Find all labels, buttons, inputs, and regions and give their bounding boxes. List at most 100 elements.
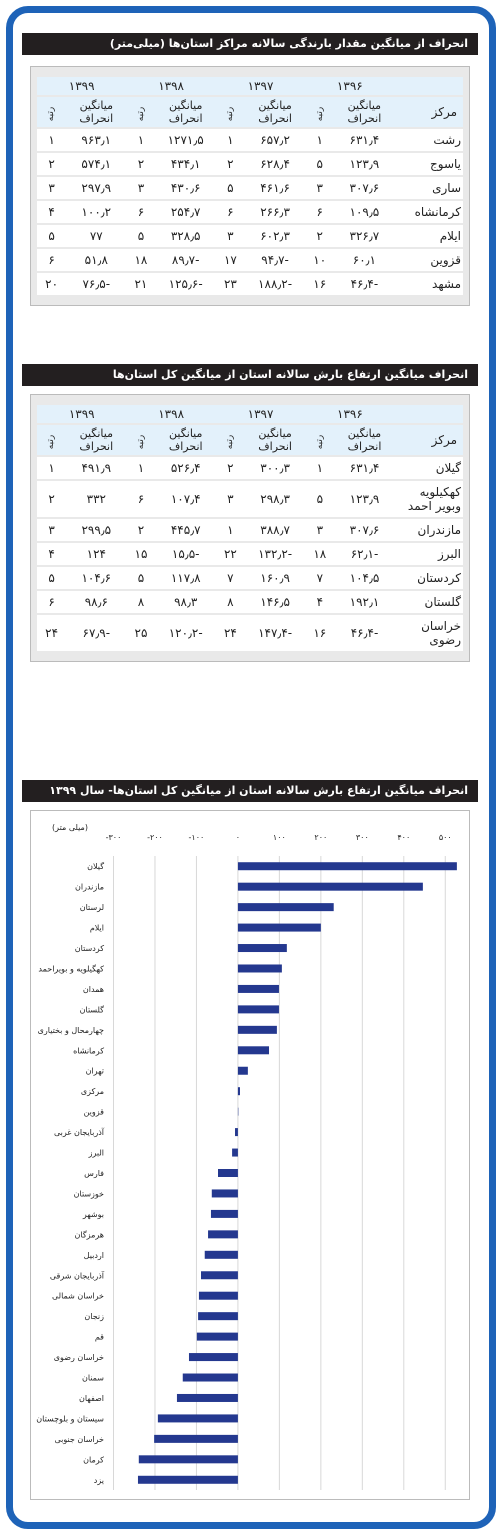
cell: ۳۰۷٫۶ [334,177,395,199]
x-tick-label: -۱۰۰ [189,833,205,842]
year-header: ۱۳۹۸ [126,77,216,95]
bar [196,1332,238,1341]
cell: ۱۶ [305,615,335,651]
row: مازندران ۳۰۷٫۶ ۳ ۳۸۸٫۷ ۱ ۴۴۵٫۷ ۲ ۲۹۹٫۵ ۳ [37,519,463,541]
cell: ۱ [305,129,335,151]
table-title: انحراف از میانگین مقدار بارندگی سالانه م… [22,33,478,55]
bar [201,1271,238,1280]
y-tick-label: فارس [84,1169,104,1178]
axis-label: (میلی متر) [52,823,88,832]
cell: ۵ [126,225,156,247]
year-header: ۱۳۹۶ [305,405,395,423]
cell: ۱۵ [126,543,156,565]
cell: ۱۸ [305,543,335,565]
sub-header: رتبه [126,425,156,455]
cell: ۶۰٫۱ [334,249,395,271]
bar [138,1455,238,1464]
cell: -۱۵٫۵ [155,543,216,565]
cell: ۴۳۰٫۶ [155,177,216,199]
bar [237,903,334,912]
year-header: ۱۳۹۹ [37,77,127,95]
header-cell: مرکز [394,425,463,455]
cell: ۱ [126,129,156,151]
cell: ۱۱۷٫۸ [155,567,216,589]
header-cell [394,405,463,423]
y-tick-label: مازندران [75,883,104,892]
cell: ۴ [305,591,335,613]
y-tick-label: قزوین [84,1108,105,1117]
y-tick-label: سیستان و بلوچستان [36,1414,104,1423]
cell: ۲ [126,153,156,175]
cell: ۲۴ [37,615,67,651]
cell: ۱۰۹٫۵ [334,201,395,223]
bar [237,882,423,891]
cell: ۲۴ [215,615,245,651]
bar [237,984,279,993]
cell: ۱۲۷۱٫۵ [155,129,216,151]
bar [237,1046,270,1055]
cell: ۳۸۸٫۷ [244,519,306,541]
y-tick-label: ایلام [90,924,104,933]
cell: ۲ [215,153,245,175]
cell: ۲ [37,153,67,175]
cell: ۶۵۷٫۲ [244,129,306,151]
cell: ۶ [37,591,67,613]
year-header: ۱۳۹۹ [37,405,127,423]
cell: -۸۹٫۷ [155,249,216,271]
cell: ۳۲۸٫۵ [155,225,216,247]
header-row: مرکز میانگین انحراف رتبه میانگین انحراف رتبه… [37,425,463,455]
cell: ۲۹۷٫۹ [66,177,127,199]
cell: کردستان [394,567,463,589]
row: البرز -۶۲٫۱ ۱۸ -۱۳۲٫۲ ۲۲ -۱۵٫۵ ۱۵ ۱۲۴ ۴ [37,543,463,565]
cell: مشهد [394,273,463,295]
rank-header: رتبه [225,434,236,450]
cell: ۶۲۸٫۴ [244,153,306,175]
cell: ۹۸٫۳ [155,591,216,613]
cell: ۷۷ [66,225,127,247]
cell: ۳ [126,177,156,199]
cell: ۲۵۴٫۷ [155,201,216,223]
y-tick-label: خوزستان [74,1189,104,1198]
cell: ۱۸ [126,249,156,271]
y-tick-label: خراسان جنوبی [54,1435,104,1444]
y-tick-label: سمنان [82,1374,104,1383]
cell: رشت [394,129,463,151]
sub-header: میانگین انحراف [244,97,306,127]
y-tick-label: همدان [83,985,104,994]
y-tick-label: هرمزگان [75,1229,104,1239]
row: ایلام ۳۲۶٫۷ ۲ ۶۰۲٫۳ ۳ ۳۲۸٫۵ ۵ ۷۷ ۵ [37,225,463,247]
y-tick-label: لرستان [80,903,104,912]
x-tick-label: ۳۰۰ [356,833,369,842]
cell: ۹۶۳٫۱ [66,129,127,151]
cell: ۱۲۳٫۹ [334,153,395,175]
cell: ۳۰۷٫۶ [334,519,395,541]
row: رشت ۶۳۱٫۴ ۱ ۶۵۷٫۲ ۱ ۱۲۷۱٫۵ ۱ ۹۶۳٫۱ ۱ [37,129,463,151]
y-tick-label: قم [95,1333,104,1342]
cell: ۷ [305,567,335,589]
bar [198,1312,238,1321]
x-tick-label: -۳۰۰ [106,833,122,842]
header-cell: مرکز [394,97,463,127]
cell: ۶ [37,249,67,271]
cell: ۵ [215,177,245,199]
rank-header: رتبه [46,434,57,450]
cell: ۱۲۳٫۹ [334,481,395,517]
cell: قزوین [394,249,463,271]
cell: ۱ [305,457,335,479]
y-tick-label: مرکزی [81,1087,104,1096]
row: قزوین ۶۰٫۱ ۱۰ -۹۴٫۷ ۱۷ -۸۹٫۷ ۱۸ ۵۱٫۸ ۶ [37,249,463,271]
sub-header: رتبه [126,97,156,127]
bar [210,1209,238,1218]
cell: ۲۰ [37,273,67,295]
cell: ۵ [305,153,335,175]
cell: ۹۸٫۶ [66,591,127,613]
cell: ۳۳۲ [66,481,127,517]
cell: -۶۷٫۹ [66,615,127,651]
y-tick-label: تهران [86,1067,104,1076]
cell: -۱۲۵٫۶ [155,273,216,295]
cell: گیلان [394,457,463,479]
y-tick-label: اردبیل [84,1251,104,1260]
table-box: ۱۳۹۶ ۱۳۹۷ ۱۳۹۸ ۱۳۹۹ مرکز میانگین انحراف رتبه می… [30,394,470,662]
